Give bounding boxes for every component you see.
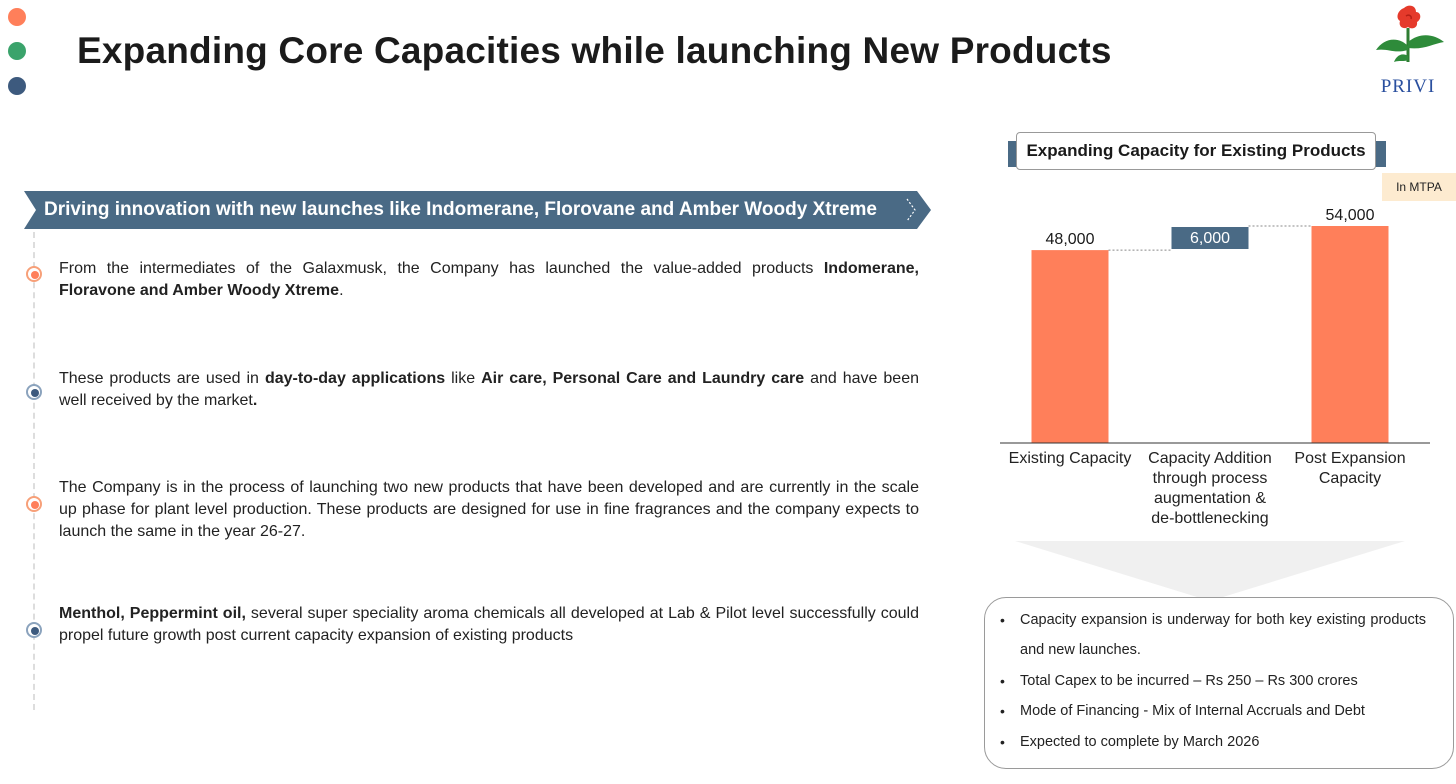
down-arrow-shape bbox=[1015, 541, 1405, 601]
data-label: 48,000 bbox=[1046, 231, 1095, 248]
logo-text: PRIVI bbox=[1380, 76, 1436, 97]
timeline-bullet bbox=[26, 266, 42, 282]
chart-bar bbox=[1171, 227, 1249, 249]
page-title: Expanding Core Capacities while launchin… bbox=[77, 30, 1112, 71]
category-label: Existing Capacity bbox=[1009, 450, 1132, 467]
summary-item: • Mode of Financing - Mix of Internal Acc… bbox=[1000, 703, 1365, 719]
point-text: Menthol, Peppermint oil, several super s… bbox=[59, 605, 919, 644]
category-label: Capacity Addition bbox=[1148, 450, 1272, 467]
point-text: From the intermediates of the Galaxmusk,… bbox=[59, 260, 919, 299]
chart-bar bbox=[1031, 250, 1109, 443]
timeline-line bbox=[33, 232, 35, 710]
summary-item: • Total Capex to be incurred – Rs 250 – R… bbox=[1000, 673, 1358, 689]
privi-logo bbox=[1376, 5, 1444, 62]
timeline-bullet bbox=[26, 622, 42, 638]
section-banner bbox=[24, 191, 931, 229]
unit-badge: In MTPA bbox=[1382, 173, 1456, 201]
category-label: de-bottlenecking bbox=[1151, 510, 1268, 527]
category-label: through process bbox=[1153, 470, 1268, 487]
point-text: The Company is in the process of launchi… bbox=[59, 479, 919, 540]
chart-bar bbox=[1311, 226, 1389, 443]
category-label: augmentation & bbox=[1154, 490, 1266, 507]
data-label: 54,000 bbox=[1326, 207, 1375, 224]
category-label: Capacity bbox=[1319, 470, 1381, 487]
decor-dot-blue bbox=[8, 77, 26, 95]
point-text: These products are used in day-to-day ap… bbox=[59, 370, 919, 409]
category-label: Post Expansion bbox=[1294, 450, 1405, 467]
summary-item: • Expected to complete by March 2026 bbox=[1000, 734, 1260, 750]
timeline-bullet bbox=[26, 384, 42, 400]
decor-dot-orange bbox=[8, 8, 26, 26]
timeline-bullet bbox=[26, 496, 42, 512]
capacity-chart: 48,000 Existing Capacity 6,000 Capacity Add… bbox=[1000, 207, 1430, 527]
chart-title: Expanding Capacity for Existing Products bbox=[1016, 132, 1376, 170]
decor-dot-green bbox=[8, 42, 26, 60]
summary-item: • Capacity expansion is underway for both… bbox=[1000, 612, 1426, 658]
summary-box bbox=[984, 597, 1454, 769]
banner-text: Driving innovation with new launches lik… bbox=[44, 199, 877, 220]
data-label: 6,000 bbox=[1190, 230, 1230, 247]
